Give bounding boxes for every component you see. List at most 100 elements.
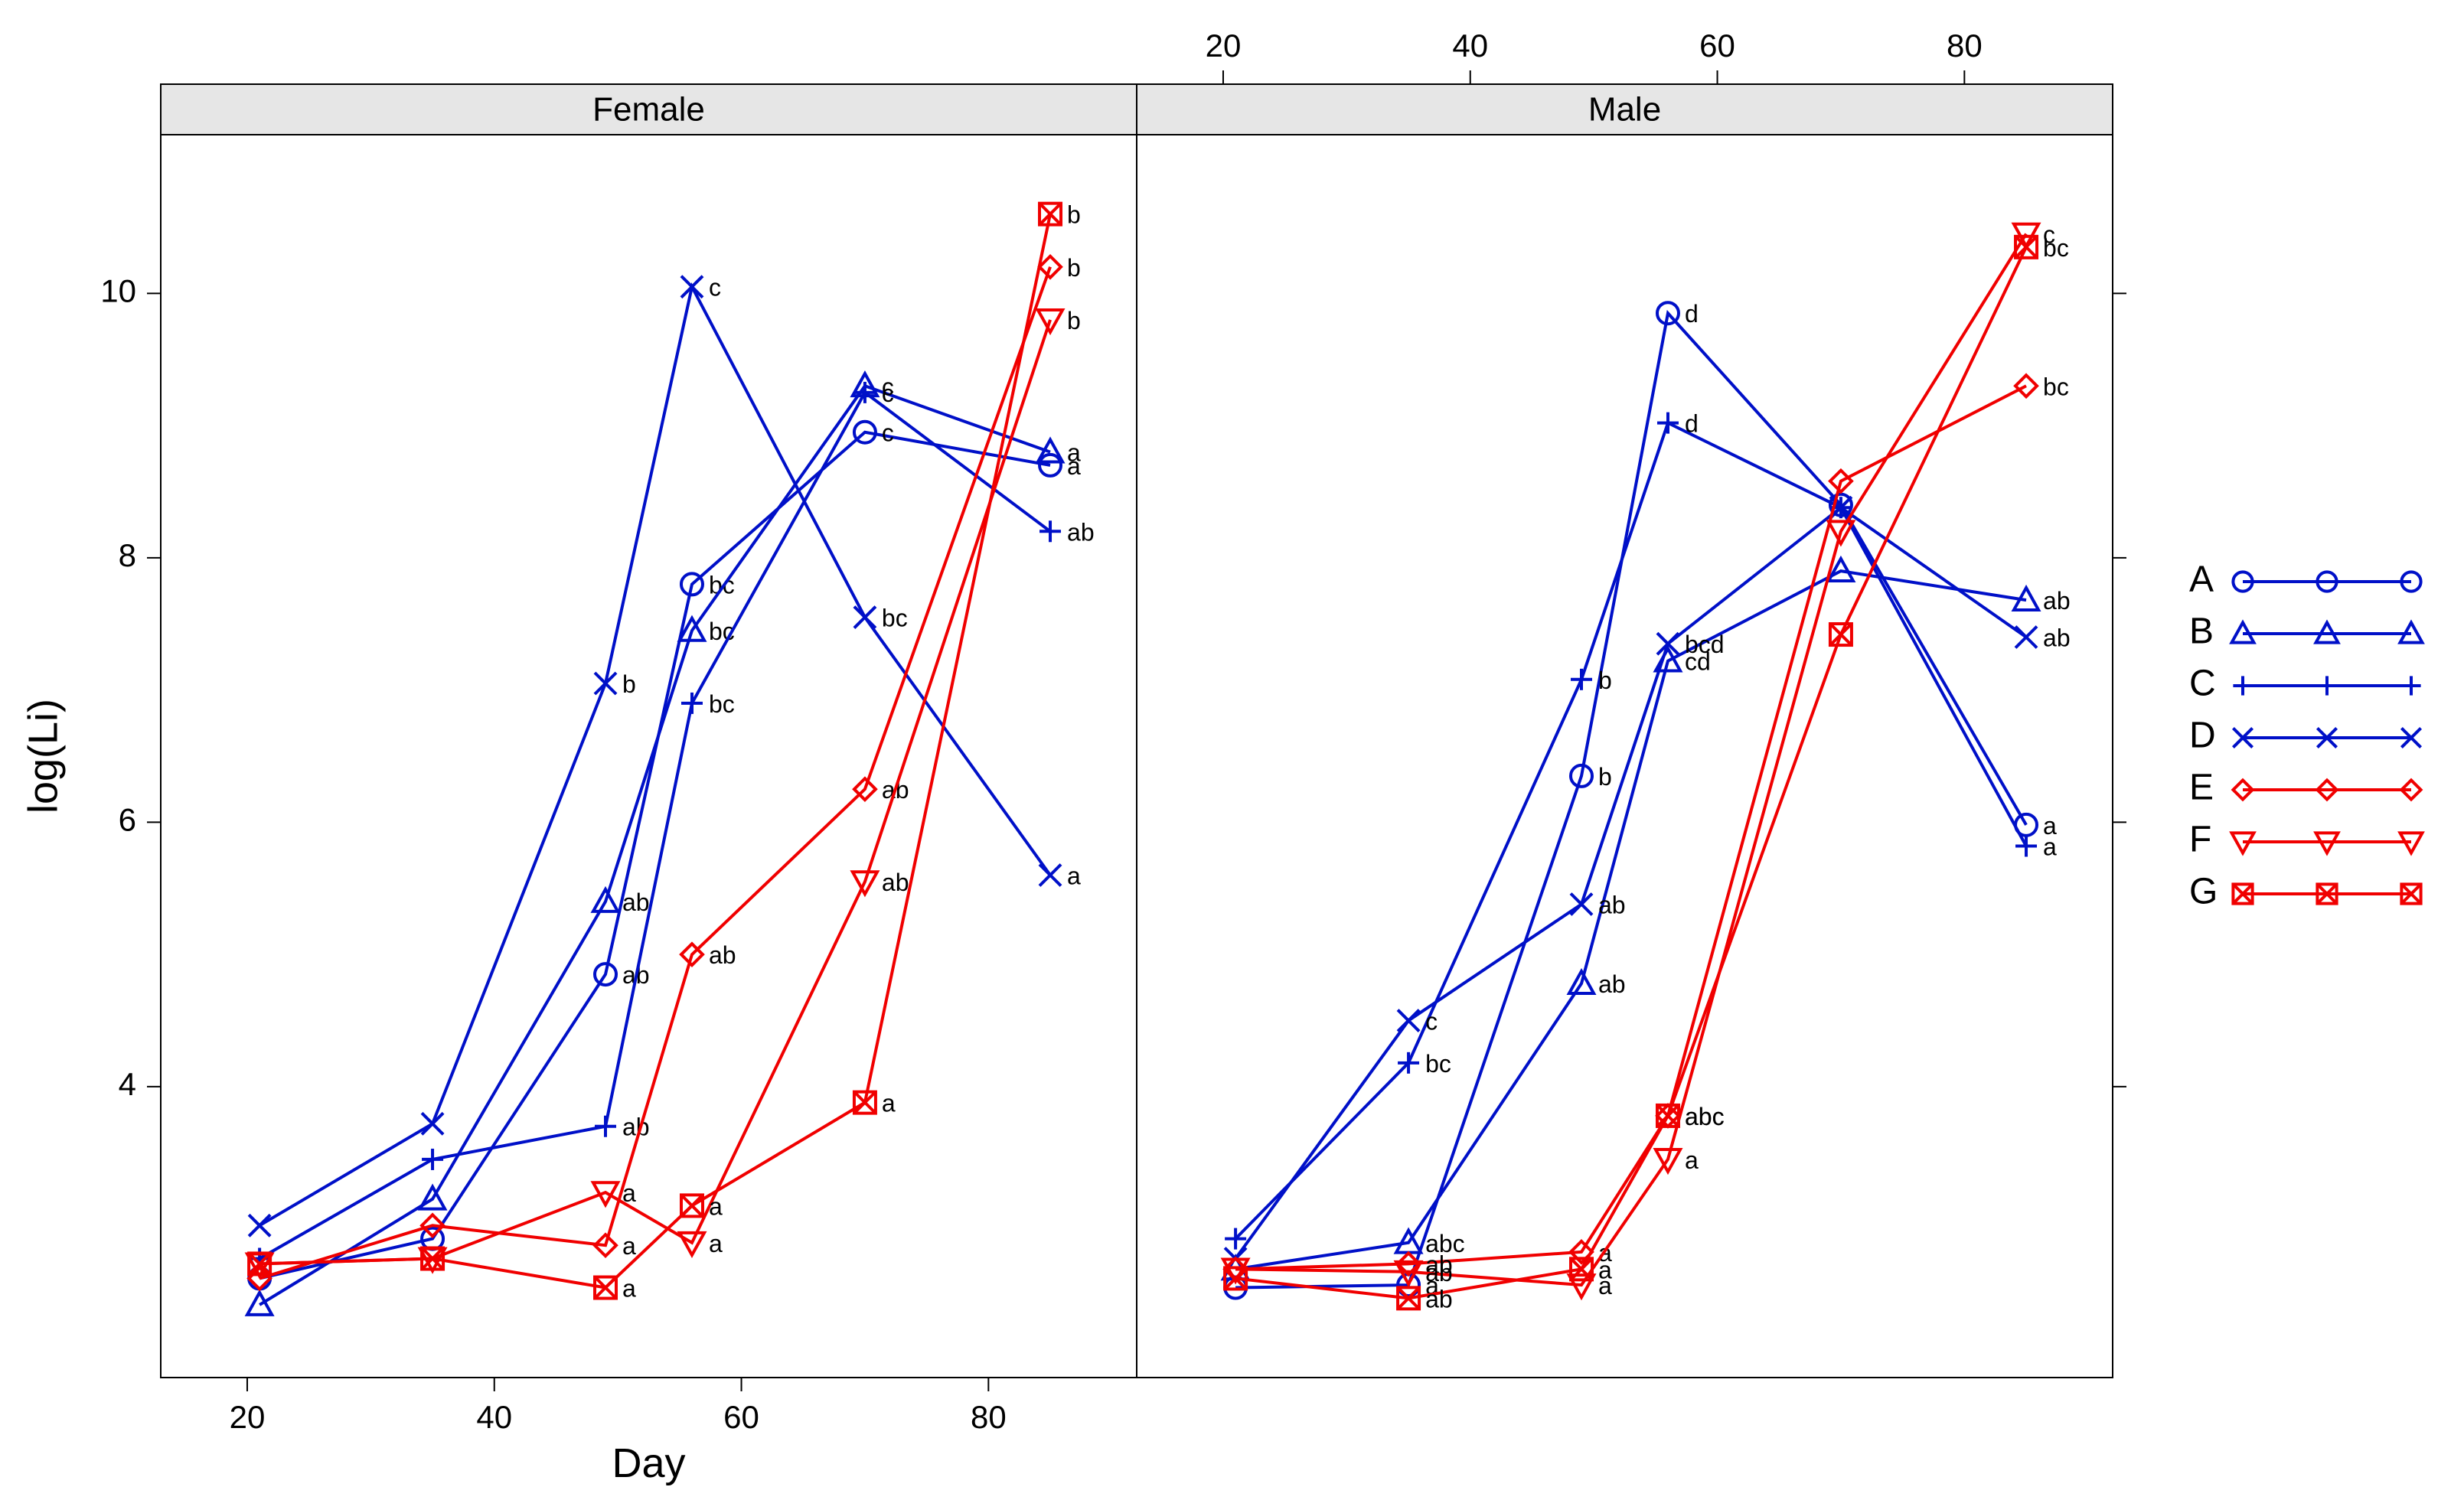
x-tick-label: 40: [476, 1399, 512, 1435]
legend-item-E: E: [2189, 768, 2421, 808]
legend-label: D: [2189, 716, 2216, 756]
legend-label: F: [2189, 820, 2211, 860]
x-tick-label: 60: [1699, 28, 1735, 64]
legend-marker-C: [2317, 676, 2336, 695]
legend-item-C: C: [2189, 664, 2421, 704]
point-annotation: a: [1598, 1256, 1612, 1283]
legend-label: E: [2189, 768, 2214, 808]
point-annotation: d: [1685, 300, 1699, 328]
legend-marker-C: [2401, 676, 2420, 695]
marker-C: [422, 1149, 443, 1170]
point-annotation: ab: [622, 889, 650, 916]
panel-title: Female: [592, 91, 705, 129]
marker-C: [2015, 835, 2037, 856]
series-F: abaac: [1223, 221, 2055, 1299]
point-annotation: a: [1685, 1146, 1699, 1174]
point-annotation: bc: [2043, 373, 2069, 400]
y-tick-label: 8: [119, 537, 136, 573]
legend: ABCDEFG: [2189, 559, 2422, 912]
point-annotation: d: [1685, 410, 1699, 438]
marker-D: [681, 276, 703, 298]
legend-item-G: G: [2189, 872, 2421, 912]
point-annotation: ab: [2043, 587, 2071, 615]
marker-G: [681, 1195, 703, 1216]
series-B: abcabcdab: [1223, 559, 2071, 1279]
series-G: abaabcbc: [1225, 234, 2069, 1312]
point-annotation: b: [622, 670, 636, 698]
series-E: abaabcbc: [1225, 373, 2069, 1280]
panel-male: Male20406080abdaabcabcdabbcbdacabbcdabab…: [1137, 28, 2113, 1378]
point-annotation: ab: [1598, 970, 1626, 998]
marker-D: [2015, 627, 2037, 648]
legend-item-D: D: [2189, 716, 2421, 756]
y-axis-title: log(Li): [20, 699, 66, 814]
point-annotation: b: [1067, 307, 1081, 334]
legend-item-A: A: [2189, 559, 2421, 600]
marker-C: [681, 693, 703, 714]
point-annotation: c: [882, 380, 894, 407]
x-tick-label: 80: [1947, 28, 1983, 64]
point-annotation: b: [1598, 763, 1612, 791]
legend-item-B: B: [2189, 611, 2422, 652]
marker-D: [854, 607, 876, 628]
point-annotation: bc: [2043, 234, 2069, 262]
point-annotation: a: [1067, 862, 1081, 889]
point-annotation: c: [1425, 1008, 1438, 1035]
legend-item-F: F: [2189, 820, 2422, 860]
y-tick-label: 10: [100, 272, 136, 308]
x-tick-label: 80: [971, 1399, 1007, 1435]
point-annotation: a: [709, 1230, 723, 1257]
series-A: abda: [1225, 300, 2057, 1299]
point-annotation: ab: [709, 941, 736, 969]
x-tick-label: 20: [1206, 28, 1242, 64]
marker-C: [1571, 669, 1592, 690]
x-axis-title: Day: [612, 1440, 685, 1486]
point-annotation: c: [882, 419, 894, 447]
marker-D: [249, 1215, 270, 1236]
point-annotation: a: [622, 1232, 636, 1260]
marker-C: [595, 1116, 616, 1137]
point-annotation: ab: [1598, 891, 1626, 918]
point-annotation: abc: [1685, 1103, 1725, 1130]
chart-stage: 46810log(Li)Female20406080abbccaabbccaab…: [0, 0, 2464, 1500]
marker-G: [1039, 204, 1061, 225]
point-annotation: ab: [1067, 518, 1095, 546]
chart-svg: 46810log(Li)Female20406080abbccaabbccaab…: [0, 0, 2464, 1500]
x-tick-label: 60: [723, 1399, 759, 1435]
series-C: bc b d a: [1225, 410, 2057, 1250]
point-annotation: a: [1067, 439, 1081, 467]
x-tick-label: 40: [1452, 28, 1488, 64]
point-annotation: a: [622, 1275, 636, 1303]
panel-title: Male: [1588, 91, 1661, 129]
legend-marker-C: [2233, 676, 2252, 695]
point-annotation: bc: [1425, 1050, 1451, 1078]
panel-female: Female20406080abbccaabbccaabbccabbcbcaaa…: [161, 84, 1137, 1435]
point-annotation: ab: [1425, 1259, 1453, 1286]
marker-G: [854, 1092, 876, 1114]
point-annotation: bc: [709, 690, 735, 718]
point-annotation: bc: [882, 605, 908, 632]
point-annotation: ab: [622, 1114, 650, 1141]
point-annotation: a: [709, 1192, 723, 1220]
series-G: aaab: [249, 201, 1081, 1303]
marker-D: [595, 673, 616, 694]
marker-D: [422, 1113, 443, 1134]
marker-D: [1398, 1010, 1419, 1032]
series-C: abbccab: [249, 380, 1095, 1270]
legend-label: G: [2189, 872, 2218, 912]
y-tick-label: 6: [119, 801, 136, 837]
point-annotation: a: [882, 1090, 896, 1117]
point-annotation: a: [622, 1179, 636, 1207]
marker-G: [1657, 1105, 1679, 1127]
point-annotation: a: [2043, 833, 2057, 860]
point-annotation: bcd: [1685, 631, 1725, 658]
point-annotation: b: [1067, 254, 1081, 282]
marker-D: [1039, 864, 1061, 885]
x-tick-label: 20: [230, 1399, 266, 1435]
y-tick-label: 4: [119, 1066, 136, 1102]
point-annotation: ab: [2043, 624, 2071, 652]
legend-label: B: [2189, 611, 2214, 652]
marker-G: [1830, 624, 1852, 645]
point-annotation: ab: [1425, 1285, 1453, 1312]
marker-C: [1657, 412, 1679, 434]
